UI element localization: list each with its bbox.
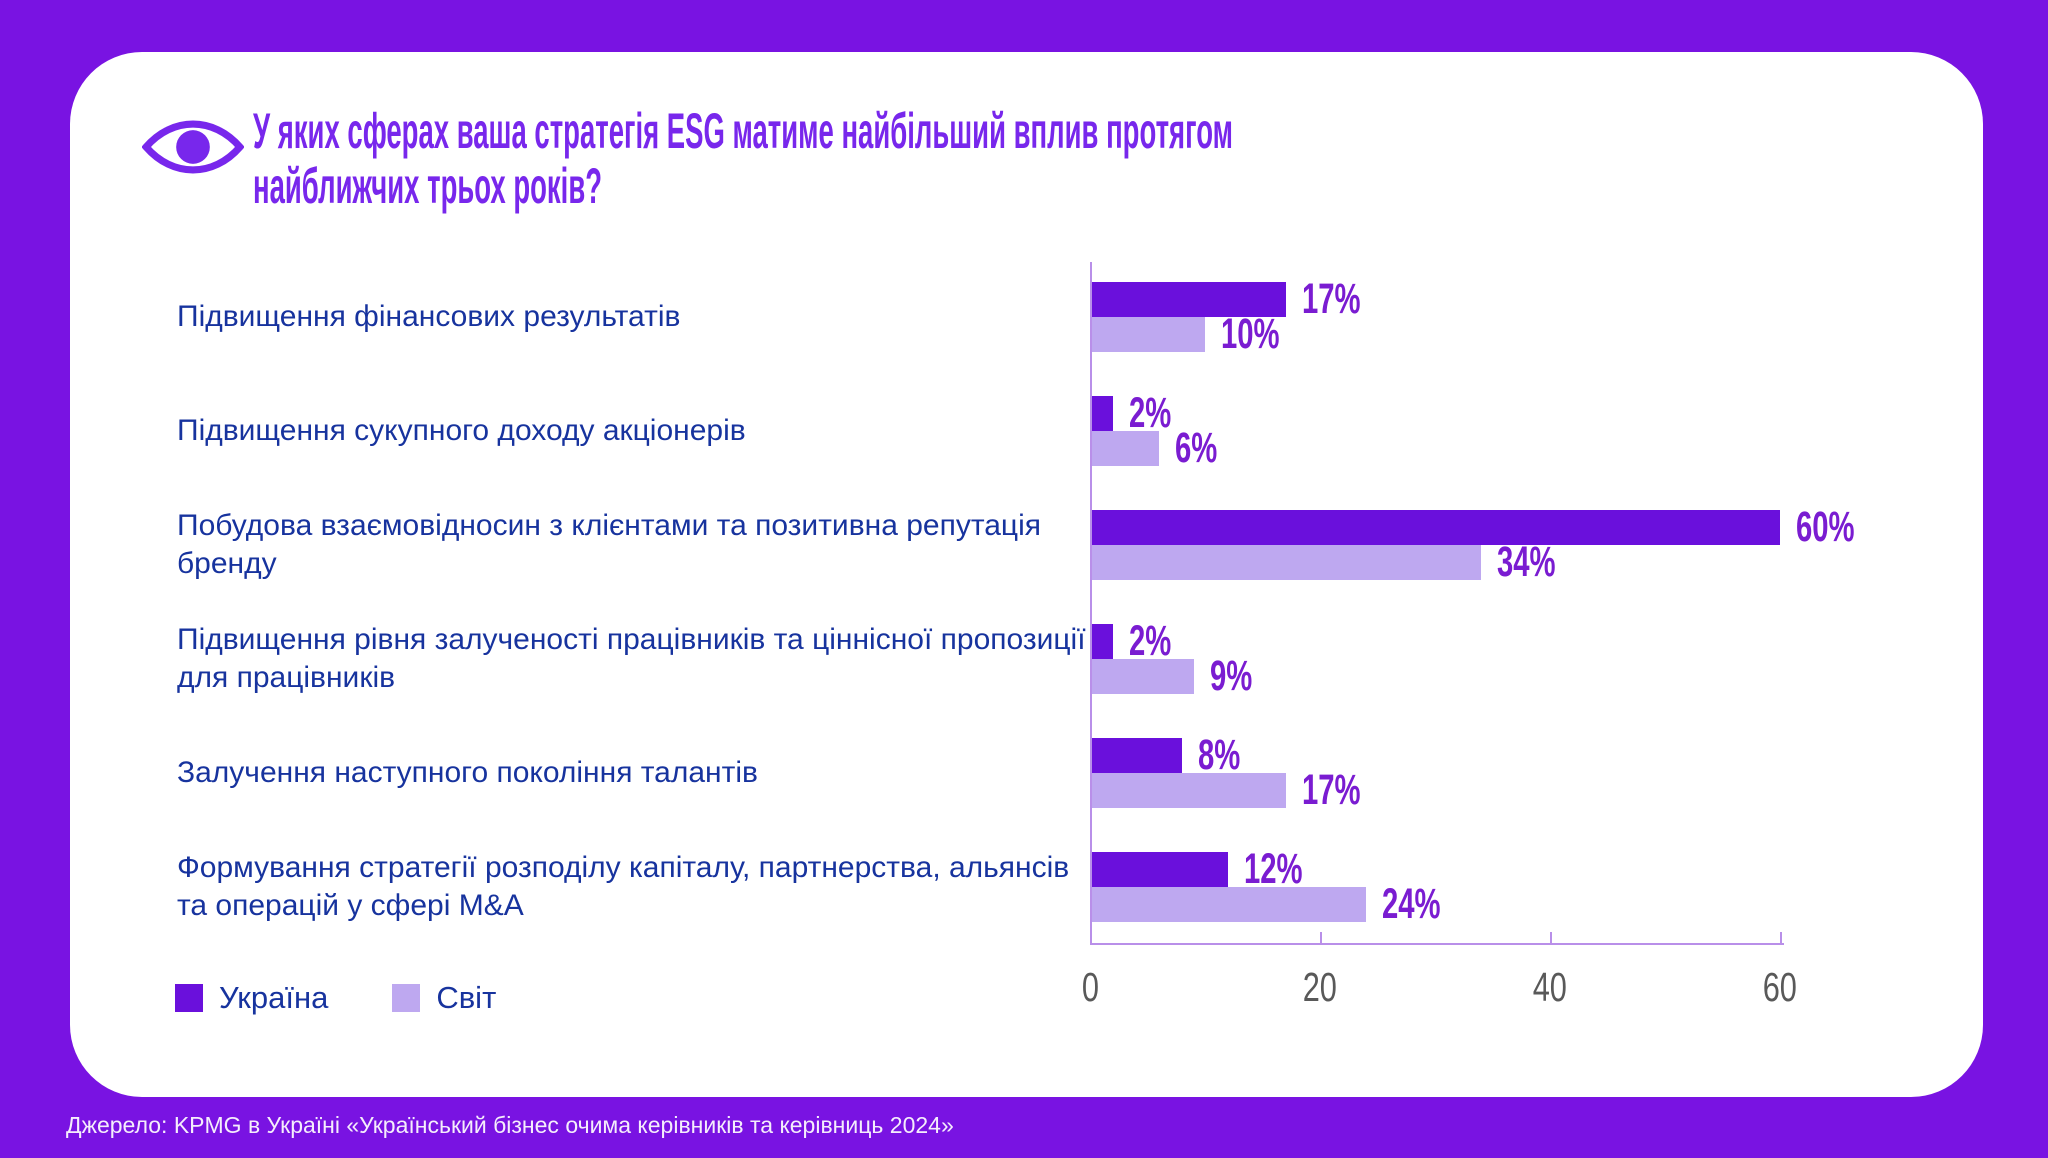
axis-tick-text: 40 — [1532, 964, 1568, 1010]
bar-series-0 — [1090, 282, 1286, 317]
chart-card: У яких сферах ваша стратегія ESG матиме … — [70, 52, 1983, 1097]
bar-series-1 — [1090, 773, 1286, 808]
bar-row-series-1: 17% — [1090, 766, 1388, 814]
category-label: Залучення наступного покоління талантів — [177, 756, 758, 789]
category-label: Формування стратегії розподілу капіталу,… — [177, 851, 1070, 922]
bar-row-series-1: 9% — [1090, 652, 1272, 700]
axis-tick-label: 0 — [1040, 964, 1140, 1011]
bar-group: 8% 17% — [1090, 731, 1388, 814]
bar-chart: Підвищення фінансових результатів 17% 10% П… — [70, 52, 1983, 1097]
bar-row-series-0: 12% — [1090, 845, 1468, 893]
value-label: 10% — [1221, 310, 1280, 358]
value-label: 2% — [1129, 617, 1172, 665]
bar-row-series-1: 6% — [1090, 424, 1237, 472]
axis-tick-label: 60 — [1730, 964, 1830, 1011]
x-axis-line — [1090, 943, 1784, 945]
axis-tick-text: 0 — [1081, 964, 1099, 1010]
axis-tick — [1780, 932, 1782, 945]
y-axis-line — [1090, 262, 1092, 943]
bar-series-0 — [1090, 510, 1780, 545]
bar-group: 12% 24% — [1090, 845, 1468, 928]
axis-tick-label: 20 — [1270, 964, 1370, 1011]
legend-label: Світ — [436, 980, 497, 1015]
bar-group: 2% 6% — [1090, 389, 1237, 472]
bar-row-series-1: 10% — [1090, 310, 1388, 358]
value-label: 17% — [1301, 275, 1361, 323]
bar-row-series-0: 60% — [1090, 503, 1882, 551]
legend-item-series-0: Україна — [175, 980, 328, 1016]
legend-swatch — [175, 984, 203, 1012]
value-label: 17% — [1301, 766, 1361, 814]
bar-row-series-1: 34% — [1090, 538, 1882, 586]
value-label: 8% — [1198, 731, 1241, 779]
category-label: Підвищення сукупного доходу акціонерів — [177, 414, 746, 447]
bar-group: 60% 34% — [1090, 503, 1882, 586]
bar-group: 2% 9% — [1090, 617, 1272, 700]
value-label: 2% — [1129, 389, 1172, 437]
page-title: У яких сферах ваша стратегія ESG матиме … — [253, 103, 1233, 214]
bar-series-1 — [1090, 545, 1481, 580]
bar-series-1 — [1090, 659, 1194, 694]
legend-swatch — [392, 984, 421, 1012]
value-label: 34% — [1497, 538, 1556, 586]
value-label: 12% — [1244, 845, 1303, 893]
bar-row-series-0: 17% — [1090, 275, 1388, 323]
value-label: 9% — [1209, 652, 1252, 700]
bar-series-1 — [1090, 317, 1205, 352]
value-label: 6% — [1175, 424, 1218, 472]
source-note: Джерело: KPMG в Україні «Український біз… — [66, 1112, 954, 1138]
axis-tick — [1550, 932, 1552, 945]
bar-series-0 — [1090, 396, 1113, 431]
legend-item-series-1: Світ — [392, 980, 496, 1016]
axis-tick — [1320, 932, 1322, 945]
category-label: Підвищення рівня залученості працівників… — [177, 623, 1086, 694]
axis-tick-text: 20 — [1302, 964, 1338, 1010]
axis-tick-text: 60 — [1762, 964, 1798, 1010]
category-label: Підвищення фінансових результатів — [177, 300, 681, 333]
bar-series-1 — [1090, 431, 1159, 466]
axis-tick-label: 40 — [1500, 964, 1600, 1011]
bar-row-series-0: 2% — [1090, 389, 1237, 437]
value-label: 24% — [1382, 880, 1441, 928]
chart-legend: Україна Світ — [175, 980, 496, 1016]
bar-series-0 — [1090, 852, 1228, 887]
bar-group: 17% 10% — [1090, 275, 1388, 358]
bar-row-series-0: 8% — [1090, 731, 1388, 779]
bar-series-0 — [1090, 624, 1113, 659]
value-label: 60% — [1796, 503, 1855, 551]
bar-series-1 — [1090, 887, 1366, 922]
bar-row-series-1: 24% — [1090, 880, 1468, 928]
bar-row-series-0: 2% — [1090, 617, 1272, 665]
eye-icon — [141, 114, 245, 180]
legend-label: Україна — [219, 980, 329, 1015]
bar-series-0 — [1090, 738, 1182, 773]
category-label: Побудова взаємовідносин з клієнтами та п… — [177, 509, 1042, 580]
